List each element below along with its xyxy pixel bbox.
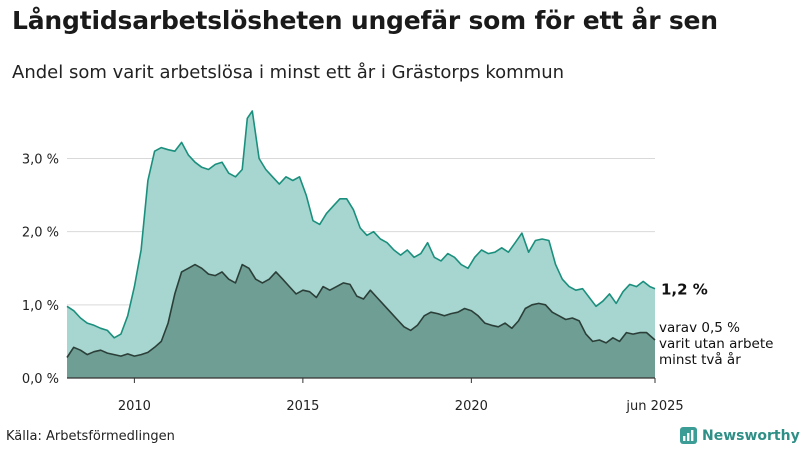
y-tick-label: 2,0 % (22, 226, 59, 241)
note-label-line: varav 0,5 % (659, 320, 740, 336)
y-tick-label: 0,0 % (22, 372, 59, 387)
x-tick-label: 2010 (118, 399, 151, 414)
x-tick-label: jun 2025 (625, 399, 683, 414)
area-layer (66, 110, 656, 378)
end-value-label: 1,2 % (661, 281, 708, 299)
brand-name: Newsworthy (702, 427, 800, 444)
axis-layer: 0,0 % 1,0 % 2,0 % 3,0 % 2010 2015 2020 jun 2025 (22, 153, 684, 414)
y-tick-label: 3,0 % (22, 153, 59, 168)
newsworthy-icon (680, 427, 697, 444)
brand-logo[interactable]: Newsworthy (680, 427, 800, 444)
note-label-line: varit utan arbete (659, 336, 773, 352)
source-text: Källa: Arbetsförmedlingen (6, 429, 175, 444)
y-tick-label: 1,0 % (22, 299, 59, 314)
series-area-2 (67, 264, 655, 378)
series-line-2 (66, 263, 656, 358)
x-tick-label: 2020 (455, 399, 488, 414)
series-line-1 (66, 110, 656, 339)
x-tick-label: 2015 (286, 399, 319, 414)
chart-subtitle: Andel som varit arbetslösa i minst ett å… (12, 62, 565, 83)
note-label-line: minst två år (659, 351, 741, 368)
chart-title: Långtidsarbetslösheten ungefär som för e… (12, 6, 718, 35)
